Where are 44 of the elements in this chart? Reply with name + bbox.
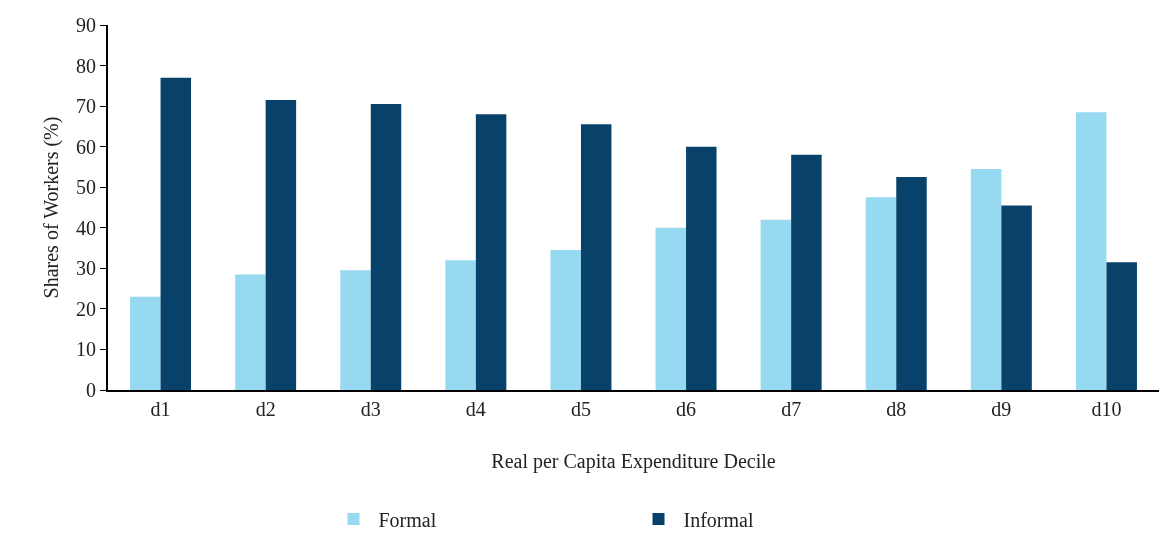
bar <box>865 197 897 390</box>
x-axis-title: Real per Capita Expenditure Decile <box>491 450 776 473</box>
y-axis-title: Shares of Workers (%) <box>40 116 63 299</box>
bar <box>970 168 1002 390</box>
bar <box>1075 112 1107 390</box>
bar <box>1001 205 1032 390</box>
x-tick-label: d3 <box>360 398 381 420</box>
bar <box>340 270 371 390</box>
bar <box>896 177 927 390</box>
y-tick-label: 90 <box>76 14 96 36</box>
bar <box>1106 262 1137 390</box>
x-tick-label: d7 <box>781 398 802 420</box>
y-tick-label: 20 <box>76 297 96 320</box>
bar <box>370 104 402 390</box>
legend-label: Formal <box>378 508 437 531</box>
bar <box>580 124 612 390</box>
x-tick-label: d10 <box>1091 398 1122 420</box>
y-tick-label: 60 <box>76 135 96 158</box>
x-tick-label: d1 <box>150 398 171 420</box>
x-tick-label: d6 <box>676 398 697 420</box>
bar <box>686 146 717 390</box>
bar <box>130 296 161 390</box>
bar <box>160 77 192 390</box>
x-tick-label: d2 <box>255 398 276 420</box>
x-tick-label: d8 <box>886 398 907 420</box>
legend-label: Informal <box>683 508 754 531</box>
y-tick-label: 70 <box>76 95 96 118</box>
bar <box>475 114 507 390</box>
bar <box>265 100 297 390</box>
bar <box>445 260 476 390</box>
y-tick-label: 10 <box>76 338 96 361</box>
x-tick-label: d9 <box>991 398 1012 420</box>
bar <box>791 154 822 390</box>
y-tick-label: 40 <box>76 216 96 239</box>
bar <box>760 219 792 390</box>
bar <box>550 250 581 390</box>
y-tick-label: 50 <box>76 176 96 199</box>
x-tick-label: d5 <box>570 398 591 420</box>
bar <box>235 274 266 390</box>
y-tick-label: 30 <box>76 257 96 280</box>
x-tick-label: d4 <box>465 398 486 420</box>
bar <box>655 227 687 390</box>
y-tick-label: 80 <box>76 54 96 77</box>
y-tick-label: 0 <box>86 379 96 401</box>
